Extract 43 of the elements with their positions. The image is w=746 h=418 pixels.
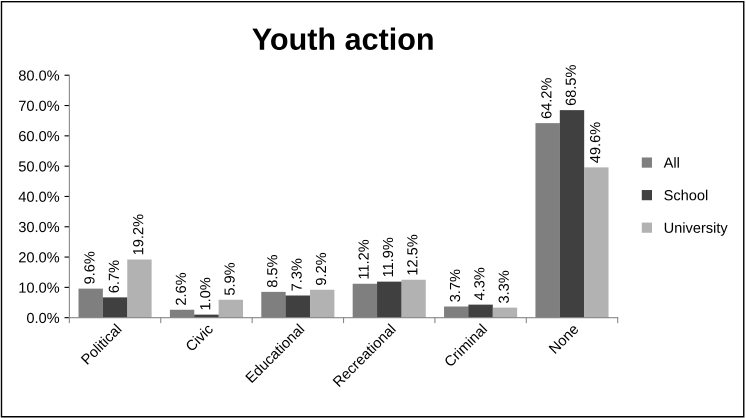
data-label: 49.6% — [590, 122, 600, 163]
data-label: 11.9% — [382, 238, 394, 276]
data-label: 2.6% — [176, 272, 186, 305]
bar — [401, 280, 426, 318]
data-label: 9.2% — [316, 252, 326, 285]
bar — [468, 304, 493, 318]
data-label: 9.6% — [84, 252, 95, 284]
y-tick-label: 0.0% — [26, 312, 60, 324]
data-label: 8.5% — [267, 255, 278, 288]
data-label: 3.3% — [498, 270, 509, 303]
y-tick-label: 60.0% — [19, 130, 60, 142]
bar — [560, 110, 584, 318]
bar — [127, 259, 152, 318]
bar — [218, 300, 244, 318]
data-label: 68.5% — [566, 65, 576, 106]
data-label: 1.0% — [200, 278, 210, 310]
data-label: 6.7% — [108, 260, 119, 292]
bar — [377, 282, 402, 318]
data-label: 3.7% — [450, 270, 460, 302]
y-tick-label: 70.0% — [19, 100, 60, 111]
bar — [102, 297, 128, 318]
x-tick-label: Civic — [184, 322, 214, 352]
data-label: 4.3% — [474, 268, 485, 300]
data-label: 64.2% — [541, 78, 552, 118]
bar — [310, 290, 334, 318]
y-tick-label: 10.0% — [19, 282, 60, 293]
legend-label: School — [664, 190, 708, 200]
y-tick-label: 50.0% — [18, 161, 60, 172]
data-label: 5.9% — [224, 262, 235, 296]
y-tick-label: 40.0% — [18, 192, 60, 202]
bar — [584, 167, 609, 318]
data-label: 19.2% — [133, 214, 144, 254]
bar — [286, 296, 310, 318]
data-label: 7.3% — [291, 258, 302, 291]
legend-label: All — [664, 157, 679, 168]
y-tick-label: 80.0% — [18, 70, 60, 81]
chart-title: Youth action — [252, 28, 433, 50]
legend-label: University — [664, 222, 728, 236]
data-label: 11.2% — [358, 240, 369, 278]
y-tick-label: 20.0% — [19, 252, 60, 262]
y-tick-label: 30.0% — [18, 222, 60, 232]
data-label: 12.5% — [407, 234, 418, 275]
bar — [492, 308, 518, 318]
